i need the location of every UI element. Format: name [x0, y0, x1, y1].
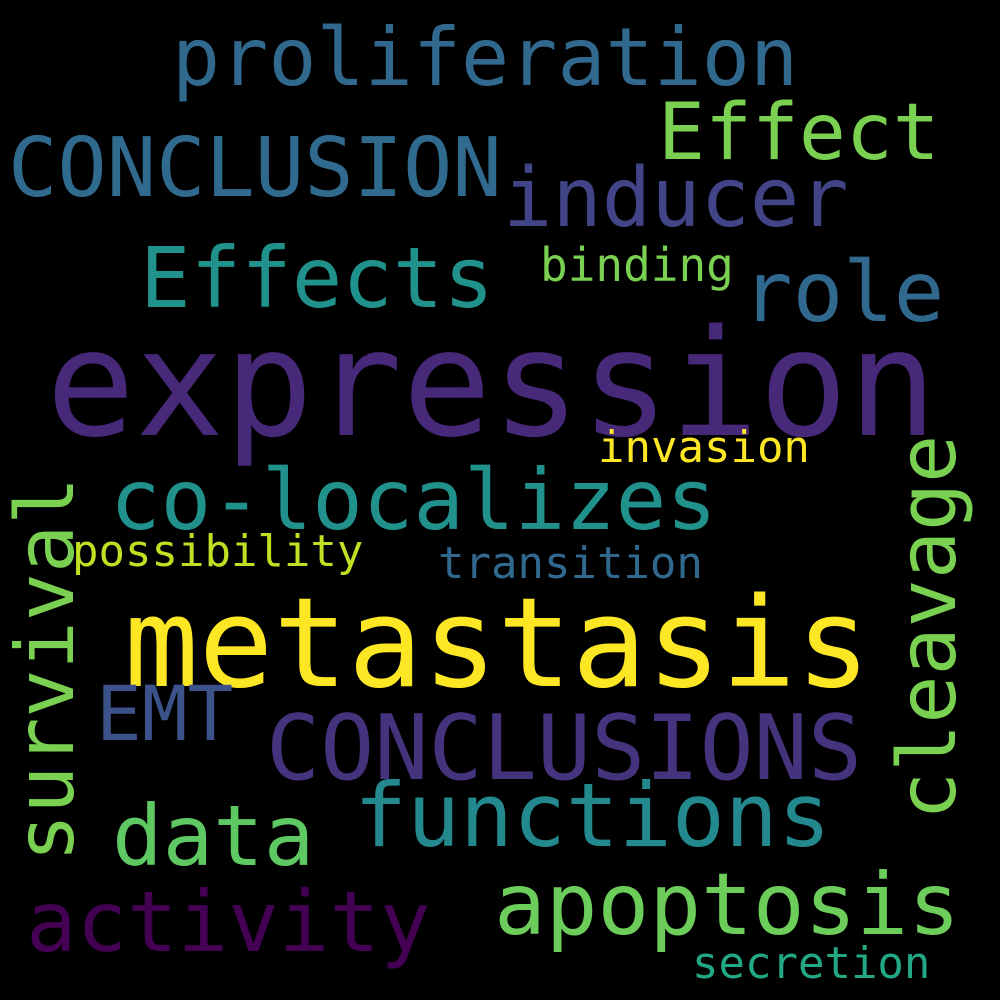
word-conclusions: CONCLUSIONS — [266, 696, 863, 801]
word-effect: Effect — [658, 88, 940, 178]
word-emt: EMT — [96, 669, 234, 758]
word-functions: functions — [354, 764, 831, 867]
word-cleavage: cleavage — [881, 434, 974, 820]
word-transition: transition — [438, 538, 703, 589]
word-inducer: inducer — [503, 151, 849, 246]
word-apoptosis: apoptosis — [494, 855, 960, 955]
word-conclusion: CONCLUSION — [8, 121, 502, 216]
word-survival: survival — [0, 476, 92, 862]
word-possibility: possibility — [72, 526, 364, 577]
word-binding: binding — [540, 238, 734, 292]
word-data: data — [112, 787, 315, 885]
word-metastasis: metastasis — [124, 572, 871, 716]
word-secretion: secretion — [692, 938, 931, 989]
word-role: role — [742, 243, 945, 341]
word-effects: Effects — [140, 229, 495, 327]
word-co-localizes: co-localizes — [110, 451, 717, 549]
word-expression: expression — [46, 298, 938, 470]
word-proliferation: proliferation — [172, 11, 799, 104]
word-invasion: invasion — [598, 422, 810, 473]
word-activity: activity — [26, 873, 431, 971]
